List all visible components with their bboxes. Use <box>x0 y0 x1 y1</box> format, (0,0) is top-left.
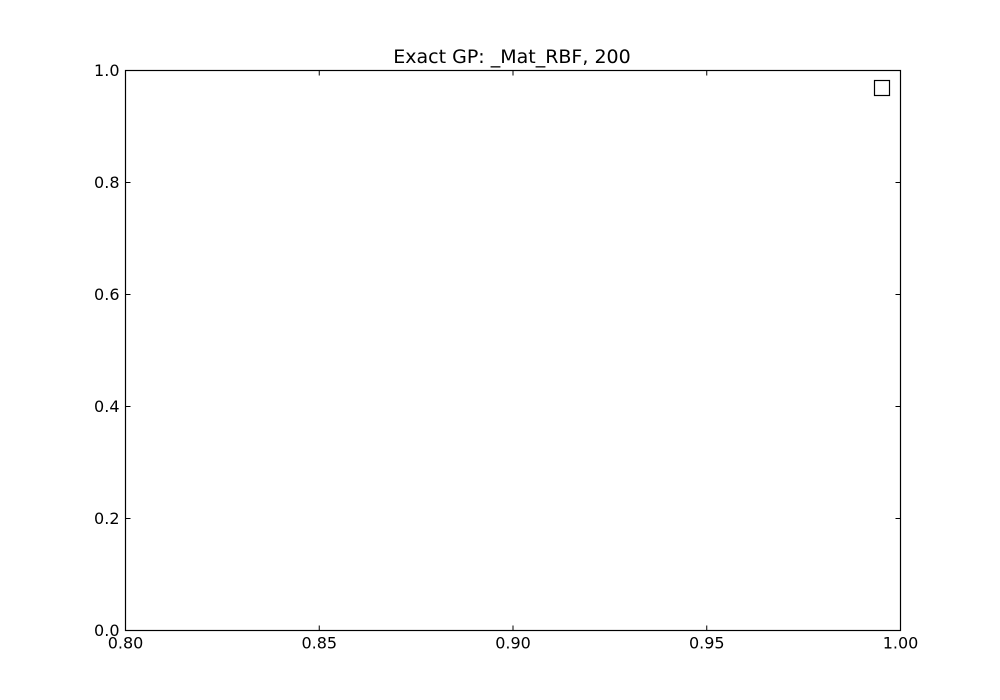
y-tick-label: 0.4 <box>94 397 119 416</box>
x-axis: 0.80 0.85 0.90 0.95 1.00 <box>108 70 919 653</box>
y-tick-label: 1.0 <box>94 61 119 80</box>
plot-area <box>124 69 902 632</box>
chart-title: Exact GP: _Mat_RBF, 200 <box>393 46 630 68</box>
y-tick-label: 0.0 <box>94 621 119 640</box>
x-tick-label: 0.85 <box>301 634 337 653</box>
y-tick-label: 0.6 <box>94 285 119 304</box>
x-tick-label: 0.95 <box>689 634 725 653</box>
y-tick-label: 0.2 <box>94 509 119 528</box>
x-tick-label: 1.00 <box>883 634 919 653</box>
x-tick-label: 0.90 <box>495 634 531 653</box>
x-tick-label: 0.80 <box>108 634 144 653</box>
y-tick-label: 0.8 <box>94 173 119 192</box>
legend-box <box>873 79 891 97</box>
y-axis: 0.0 0.2 0.4 0.6 0.8 1.0 <box>94 61 901 640</box>
